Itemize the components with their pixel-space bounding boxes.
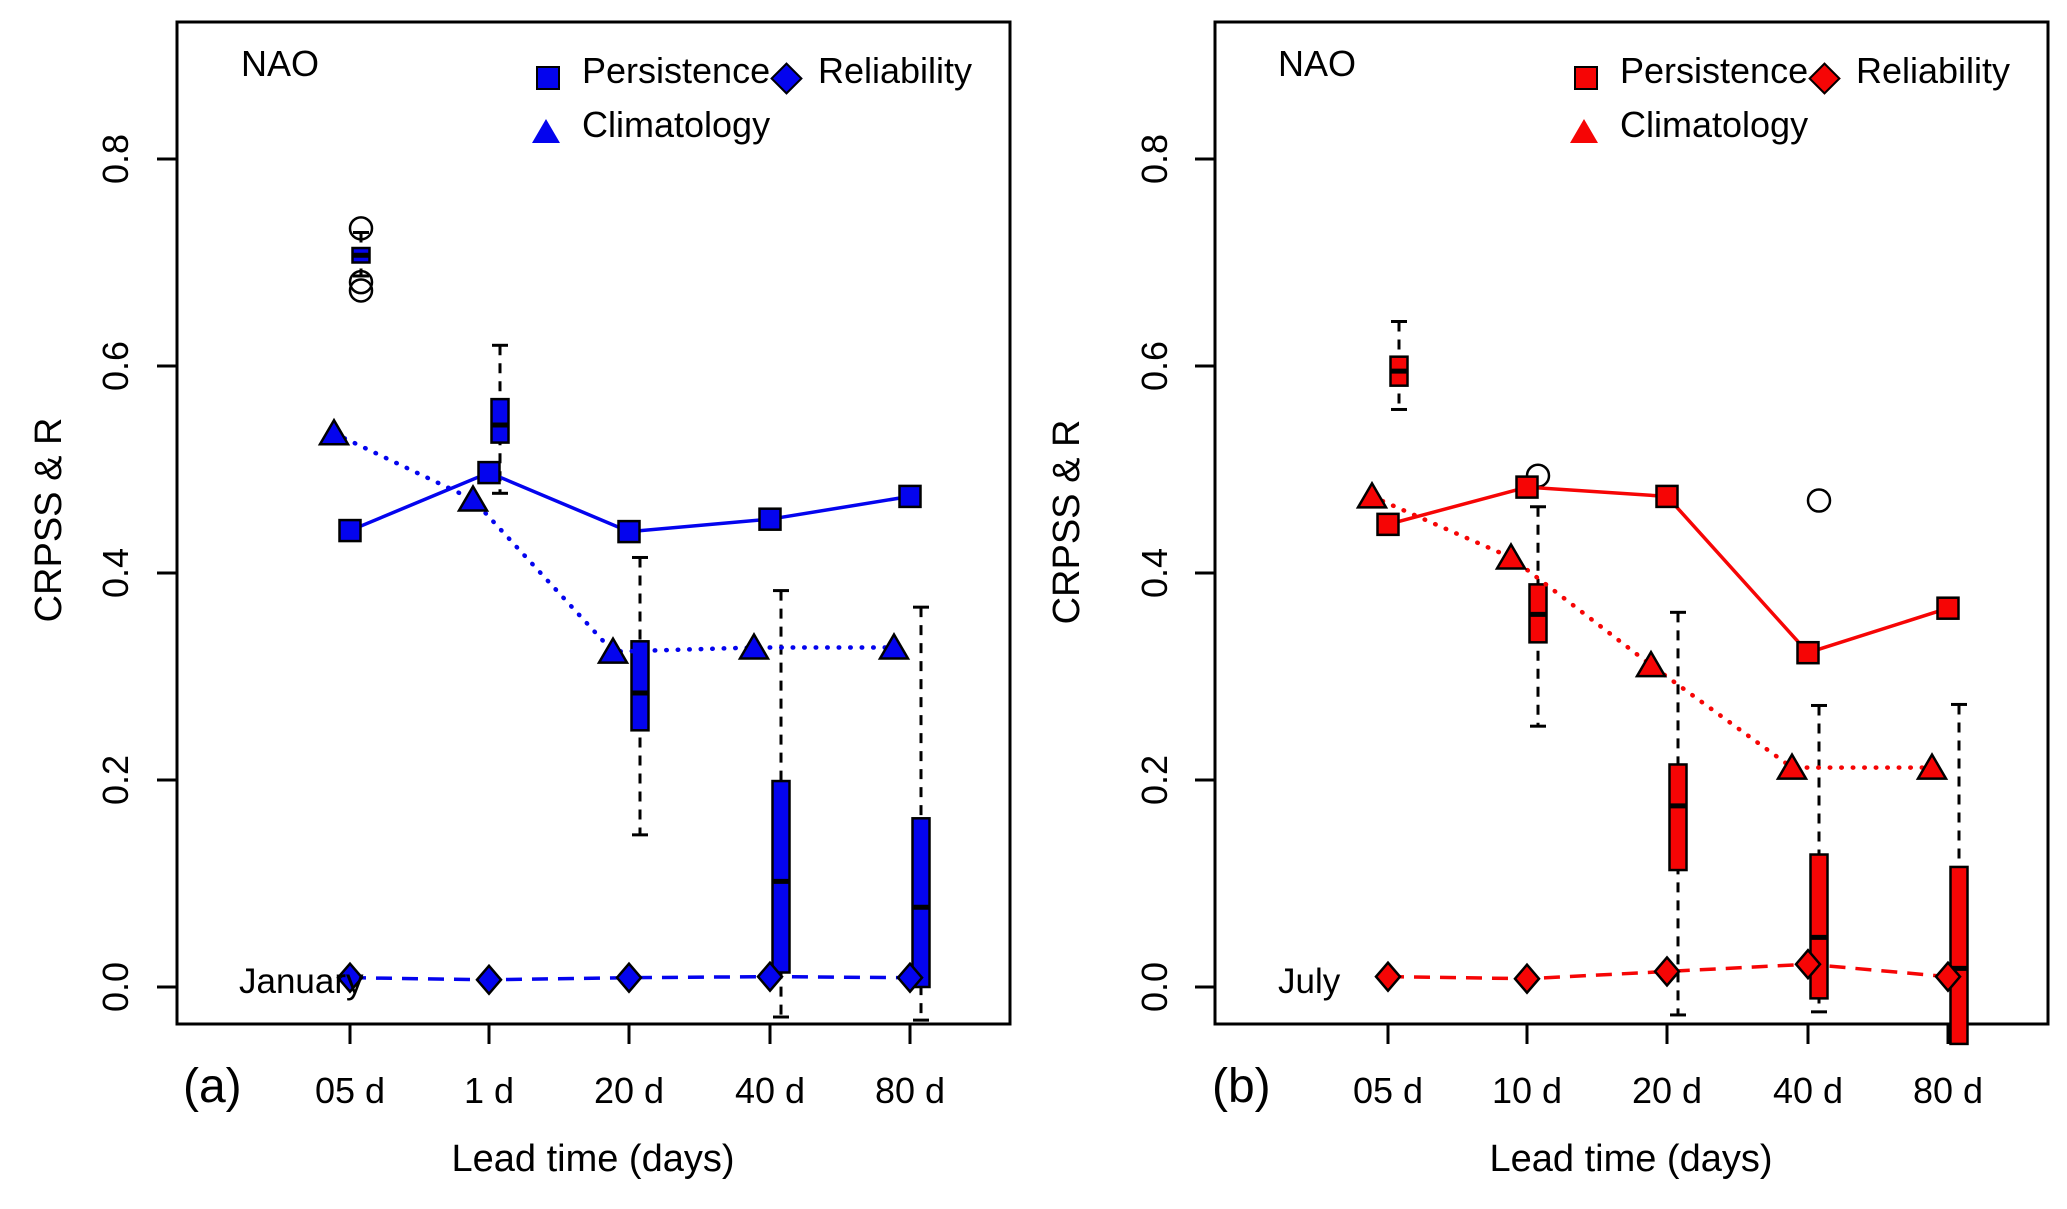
panel-a-legend-persistence-square-icon [536,66,560,90]
climatology-marker [1634,649,1668,678]
panel-a-legend-reliability-label: Reliability [818,50,973,91]
climatology-marker [1775,752,1809,780]
panel-b-ytick-0.2: 0.2 [1134,754,1176,806]
climatology-marker [1494,541,1528,570]
panel-a-month-label: January [239,962,364,1001]
panel-a-ytick-0.8: 0.8 [95,133,137,185]
panel-b-xtick-40d: 40 d [1772,1070,1844,1111]
panel-a-boxplots [348,216,931,1022]
climatology-marker [877,632,911,660]
persistence-marker [898,484,922,509]
panel-a-region-label: NAO [241,43,320,84]
climatology-marker [317,417,351,446]
reliability-marker [1934,960,1962,993]
panel-a-legend-climatology-label: Climatology [582,104,771,145]
panel-b-ytick-0.0: 0.0 [1134,961,1176,1013]
panel-a-xtick-05d: 05 d [314,1070,386,1111]
panel-a-xtick-20d: 20 d [593,1070,665,1111]
plot-border [175,20,1012,1026]
panel-a-x-axis-title: Lead time (days) [451,1138,735,1180]
box [1949,865,1969,1046]
panel-b-xtick-05d: 05 d [1352,1070,1424,1111]
panel-a-xtick-1d: 1 d [463,1070,515,1111]
reliability-marker [756,960,784,993]
reliability-line [1387,962,1949,981]
outlier-circle [1806,488,1832,513]
panel-b-legend-persistence-square-icon [1574,66,1598,90]
persistence-marker [1376,512,1400,537]
box [1668,763,1688,872]
panel-a-plot [157,20,1012,1044]
box [490,397,510,444]
panel-b-x-axis-title: Lead time (days) [1489,1138,1773,1180]
reliability-marker [615,961,643,994]
panel-b-ytick-0.4: 0.4 [1134,547,1176,599]
panel-b-xtick-80d: 80 d [1912,1070,1984,1111]
reliability-marker [475,963,503,996]
outlier-circle [348,278,374,303]
panel-b-legend-reliability-label: Reliability [1856,50,2011,91]
box [630,640,650,732]
outlier-circle [348,216,374,241]
reliability-marker [1794,948,1822,981]
persistence-marker [338,518,362,543]
panel-b-region-label: NAO [1278,43,1357,84]
box [911,817,931,989]
panel-a-ytick-0.6: 0.6 [95,340,137,392]
panel-a-ytick-0.2: 0.2 [95,754,137,806]
panel-b-xtick-20d: 20 d [1631,1070,1703,1111]
panel-b-y-axis-title: CRPSS & R [1046,419,1089,625]
reliability-marker [1513,962,1541,995]
persistence-marker [758,507,782,531]
panel-a-ytick-0.0: 0.0 [95,961,137,1013]
box [771,779,791,974]
panel-a-xtick-80d: 80 d [874,1070,946,1111]
panel-a-ytick-0.4: 0.4 [95,547,137,599]
persistence-marker [477,460,501,485]
climatology-marker [596,636,630,664]
panel-b-month-label: July [1278,962,1341,1001]
panel-b-boxplots [1389,319,1969,1046]
climatology-marker [456,484,490,512]
panel-a-y-axis-title: CRPSS & R [28,417,71,623]
persistence-marker [1515,475,1539,499]
reliability-marker [336,961,364,994]
panel-a-legend-persistence-label: Persistence [582,50,771,91]
panel-b-legend-persistence-label: Persistence [1620,50,1809,91]
persistence-marker [617,519,641,544]
panel-b-legend-climatology-label: Climatology [1620,104,1809,145]
panel-b-plot [1195,20,2050,1046]
climatology-marker [1355,480,1389,509]
panel-a-xtick-40d: 40 d [734,1070,806,1111]
panel-b-xtick-10d: 10 d [1491,1070,1563,1111]
climatology-marker [737,632,771,660]
panel-b-ytick-0.6: 0.6 [1134,340,1176,392]
reliability-marker [1374,960,1402,993]
persistence-marker [1796,640,1820,665]
climatology-line [331,431,897,654]
plot-border [1213,20,2050,1026]
persistence-marker [1655,484,1679,509]
reliability-marker [1653,955,1681,988]
panel-a-legend-climatology-triangle-icon [532,119,560,143]
panel-b-letter: (b) [1212,1060,1271,1113]
panel-a-letter: (a) [183,1060,242,1113]
panel-b-ytick-0.8: 0.8 [1134,133,1176,185]
reliability-line [349,974,911,982]
outlier-circle [348,269,374,295]
persistence-marker [1936,596,1960,620]
climatology-marker [1915,752,1949,780]
panel-b-legend-climatology-triangle-icon [1570,119,1598,143]
box [1809,853,1829,1000]
reliability-marker [896,961,924,994]
